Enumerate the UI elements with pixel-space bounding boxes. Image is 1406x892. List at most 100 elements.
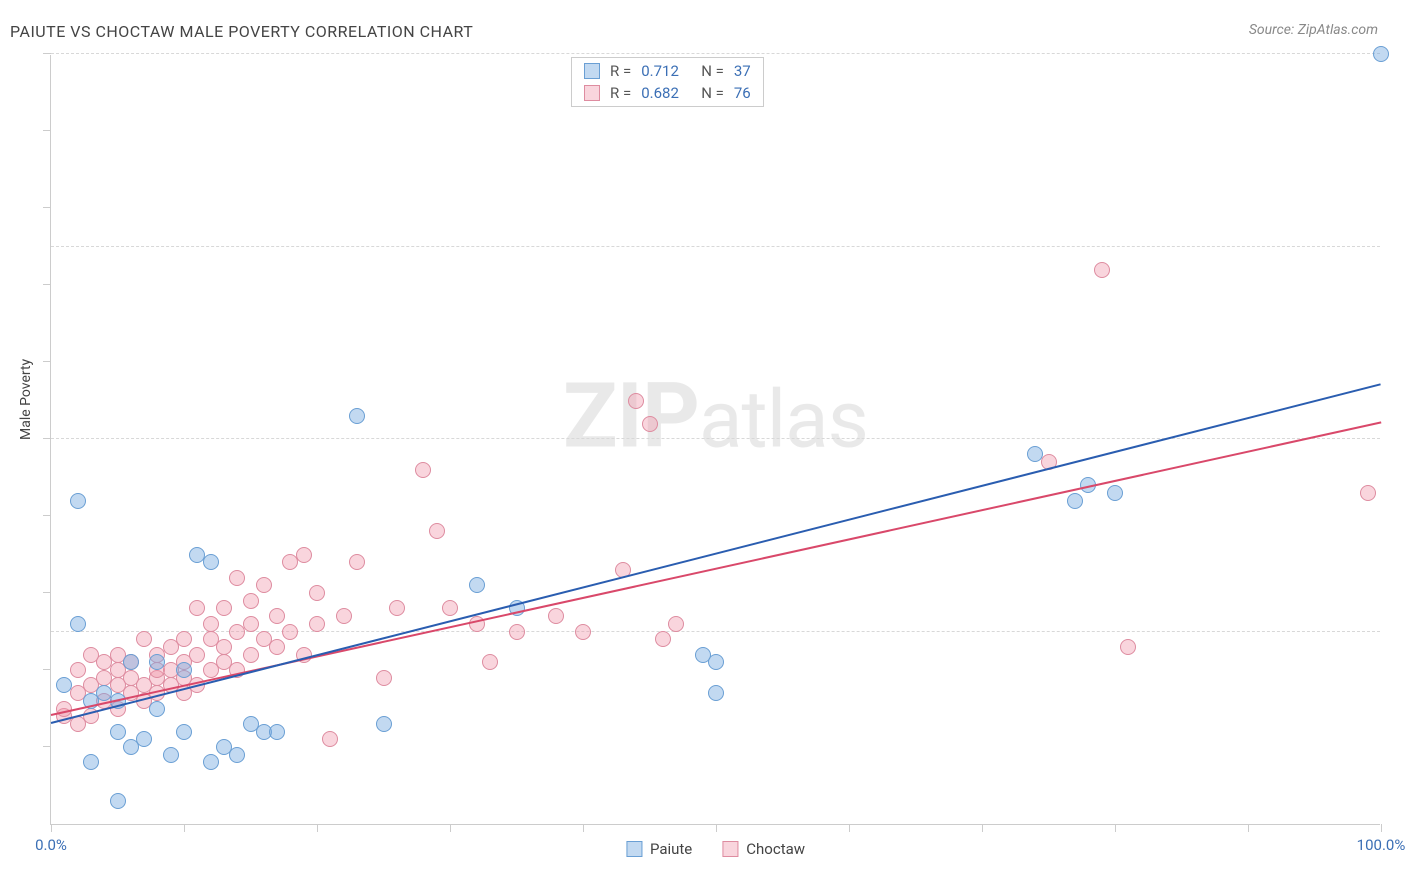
- watermark-rest: atlas: [699, 373, 868, 467]
- y-tick: [43, 438, 51, 439]
- choctaw-point: [176, 631, 192, 647]
- x-tick: [1381, 824, 1382, 832]
- choctaw-point: [269, 639, 285, 655]
- choctaw-point: [136, 631, 152, 647]
- choctaw-point: [229, 570, 245, 586]
- paiute-point: [149, 654, 165, 670]
- y-tick: [43, 284, 51, 285]
- paiute-point: [163, 747, 179, 763]
- legend-item-choctaw: Choctaw: [722, 840, 805, 858]
- paiute-point: [376, 716, 392, 732]
- y-axis-title: Male Poverty: [18, 359, 34, 440]
- paiute-point: [1373, 46, 1389, 62]
- n-value: 76: [734, 84, 751, 102]
- y-tick: [43, 53, 51, 54]
- x-tick: [51, 824, 52, 832]
- choctaw-point: [628, 393, 644, 409]
- y-tick: [43, 515, 51, 516]
- paiute-point: [203, 754, 219, 770]
- grid-line: [51, 438, 1380, 439]
- watermark-bold: ZIP: [563, 364, 699, 469]
- x-tick: [1115, 824, 1116, 832]
- y-tick-label: 50.0%: [1390, 412, 1406, 430]
- x-tick-label: 100.0%: [1357, 836, 1406, 854]
- y-tick: [43, 592, 51, 593]
- paiute-point: [70, 493, 86, 509]
- paiute-point: [269, 724, 285, 740]
- paiute-point: [349, 408, 365, 424]
- r-label: R =: [610, 62, 631, 80]
- choctaw-point: [189, 647, 205, 663]
- paiute-point: [149, 701, 165, 717]
- choctaw-point: [376, 670, 392, 686]
- paiute-swatch-icon: [584, 63, 600, 79]
- grid-line: [51, 53, 1380, 54]
- paiute-point: [1107, 485, 1123, 501]
- choctaw-point: [243, 593, 259, 609]
- source-attribution: Source: ZipAtlas.com: [1249, 22, 1378, 38]
- choctaw-point: [70, 662, 86, 678]
- choctaw-point: [642, 416, 658, 432]
- choctaw-point: [389, 600, 405, 616]
- choctaw-point: [482, 654, 498, 670]
- y-tick: [43, 207, 51, 208]
- x-tick: [716, 824, 717, 832]
- choctaw-point: [189, 600, 205, 616]
- choctaw-point: [509, 624, 525, 640]
- choctaw-point: [269, 608, 285, 624]
- choctaw-point: [243, 616, 259, 632]
- r-label: R =: [610, 84, 631, 102]
- choctaw-swatch-icon: [584, 85, 600, 101]
- x-tick-label: 0.0%: [35, 836, 67, 854]
- paiute-point: [123, 654, 139, 670]
- choctaw-point: [349, 554, 365, 570]
- watermark: ZIPatlas: [563, 364, 868, 469]
- stats-row-paiute: R =0.712N =37: [572, 60, 763, 82]
- paiute-point: [176, 724, 192, 740]
- stats-legend-box: R =0.712N =37R =0.682N =76: [571, 57, 764, 107]
- x-tick: [982, 824, 983, 832]
- y-tick: [43, 746, 51, 747]
- choctaw-point: [1360, 485, 1376, 501]
- choctaw-point: [655, 631, 671, 647]
- y-tick: [43, 361, 51, 362]
- choctaw-point: [216, 600, 232, 616]
- paiute-point: [708, 654, 724, 670]
- chart-plot-area: ZIPatlas R =0.712N =37R =0.682N =76 Paiu…: [50, 55, 1380, 825]
- paiute-swatch-icon: [626, 841, 642, 857]
- choctaw-point: [429, 523, 445, 539]
- x-tick: [583, 824, 584, 832]
- x-tick: [1248, 824, 1249, 832]
- choctaw-point: [1120, 639, 1136, 655]
- paiute-point: [110, 724, 126, 740]
- choctaw-point: [216, 639, 232, 655]
- choctaw-point: [668, 616, 684, 632]
- y-tick-label: 25.0%: [1390, 605, 1406, 623]
- choctaw-point: [336, 608, 352, 624]
- r-value: 0.712: [641, 62, 691, 80]
- paiute-point: [203, 554, 219, 570]
- legend-label: Paiute: [650, 840, 692, 858]
- paiute-point: [110, 793, 126, 809]
- r-value: 0.682: [641, 84, 691, 102]
- choctaw-point: [256, 577, 272, 593]
- choctaw-point: [309, 616, 325, 632]
- choctaw-point: [296, 547, 312, 563]
- paiute-point: [136, 731, 152, 747]
- choctaw-point: [575, 624, 591, 640]
- choctaw-point: [1094, 262, 1110, 278]
- choctaw-point: [282, 624, 298, 640]
- choctaw-point: [442, 600, 458, 616]
- y-tick: [43, 130, 51, 131]
- paiute-point: [708, 685, 724, 701]
- grid-line: [51, 246, 1380, 247]
- choctaw-point: [203, 616, 219, 632]
- paiute-trend-line: [51, 383, 1381, 724]
- choctaw-swatch-icon: [722, 841, 738, 857]
- n-label: N =: [701, 84, 724, 102]
- paiute-point: [56, 677, 72, 693]
- n-label: N =: [701, 62, 724, 80]
- paiute-point: [1027, 446, 1043, 462]
- stats-row-choctaw: R = 0.682 N = 76: [572, 82, 763, 104]
- choctaw-point: [548, 608, 564, 624]
